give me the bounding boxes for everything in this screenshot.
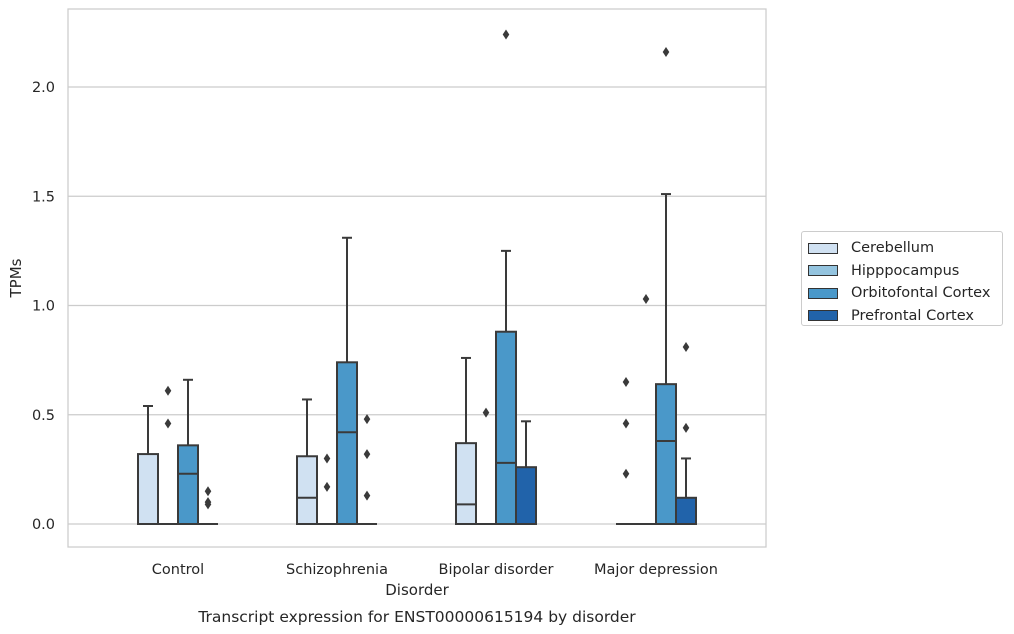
outlier-point: [622, 418, 630, 429]
box-orbitofontal-cortex: [336, 236, 358, 525]
outlier-point: [363, 414, 371, 425]
y-tick-label: 0.0: [32, 517, 55, 533]
legend-item: Prefrontal Cortex: [802, 305, 1002, 328]
chart-title: Transcript expression for ENST0000061519…: [197, 608, 636, 626]
outlier-point: [622, 468, 630, 479]
outlier-point: [204, 497, 212, 508]
box: [495, 330, 517, 525]
outlier-point: [502, 29, 510, 40]
outlier-point: [204, 486, 212, 497]
box-prefrontal-cortex: [515, 420, 537, 526]
x-tick-label: Schizophrenia: [286, 562, 388, 578]
box: [296, 455, 318, 526]
legend-label: Prefrontal Cortex: [851, 307, 974, 324]
outlier-point: [363, 449, 371, 460]
y-tick-label: 1.0: [32, 299, 55, 315]
legend-swatch: [808, 265, 838, 277]
box-cerebellum: [296, 398, 318, 526]
box-cerebellum: [137, 405, 159, 525]
box: [177, 444, 199, 525]
legend-item: Orbitofontal Cortex: [802, 282, 1002, 305]
box: [655, 383, 677, 525]
box-cerebellum: [616, 376, 636, 525]
y-tick-label: 2.0: [32, 80, 55, 96]
legend-label: Orbitofontal Cortex: [851, 285, 991, 302]
legend-label: Hipppocampus: [851, 262, 960, 279]
x-axis-label: Disorder: [385, 581, 449, 599]
outlier-point: [642, 293, 650, 304]
box-prefrontal-cortex: [357, 414, 377, 525]
box-prefrontal-cortex: [198, 486, 218, 525]
box-hipppocampus: [317, 453, 337, 525]
outlier-point: [164, 418, 172, 429]
box-plot-area: [137, 29, 697, 526]
box-hipppocampus: [476, 407, 496, 525]
box: [675, 496, 697, 525]
box-prefrontal-cortex: [675, 342, 697, 525]
outlier-point: [622, 376, 630, 387]
outlier-point: [482, 407, 490, 418]
box: [137, 453, 159, 525]
box-cerebellum: [455, 356, 477, 525]
box-orbitofontal-cortex: [655, 47, 677, 525]
box: [336, 361, 358, 525]
x-tick-label: Major depression: [594, 562, 718, 578]
box-orbitofontal-cortex: [495, 29, 517, 525]
x-tick-label: Control: [152, 562, 204, 578]
legend-item: Hipppocampus: [802, 260, 1002, 283]
box-orbitofontal-cortex: [177, 378, 199, 525]
legend: Cerebellum Hipppocampus Orbitofontal Corte…: [801, 231, 1003, 326]
x-tick-label: Bipolar disorder: [439, 562, 554, 578]
plot-frame: [67, 8, 767, 548]
outlier-point: [682, 342, 690, 353]
y-axis-label: TPMs: [7, 258, 25, 298]
box: [515, 466, 537, 526]
outlier-point: [682, 422, 690, 433]
outlier-point: [363, 490, 371, 501]
legend-item: Cerebellum: [802, 237, 1002, 260]
y-tick-label: 0.5: [32, 408, 55, 424]
outlier-point: [323, 481, 331, 492]
outlier-point: [662, 47, 670, 58]
y-axis-ticks: 0.0 0.5 1.0 1.5 2.0: [32, 80, 55, 533]
outlier-point: [164, 385, 172, 396]
legend-swatch: [808, 287, 838, 299]
outlier-point: [323, 453, 331, 464]
box-hipppocampus: [158, 385, 178, 525]
box-hipppocampus: [636, 293, 656, 525]
box: [455, 442, 477, 525]
y-tick-label: 1.5: [32, 189, 55, 205]
legend-swatch: [808, 242, 838, 254]
legend-swatch: [808, 310, 838, 322]
legend-label: Cerebellum: [851, 240, 935, 257]
x-axis-ticks: Control Schizophrenia Bipolar disorder Majo…: [152, 562, 718, 578]
